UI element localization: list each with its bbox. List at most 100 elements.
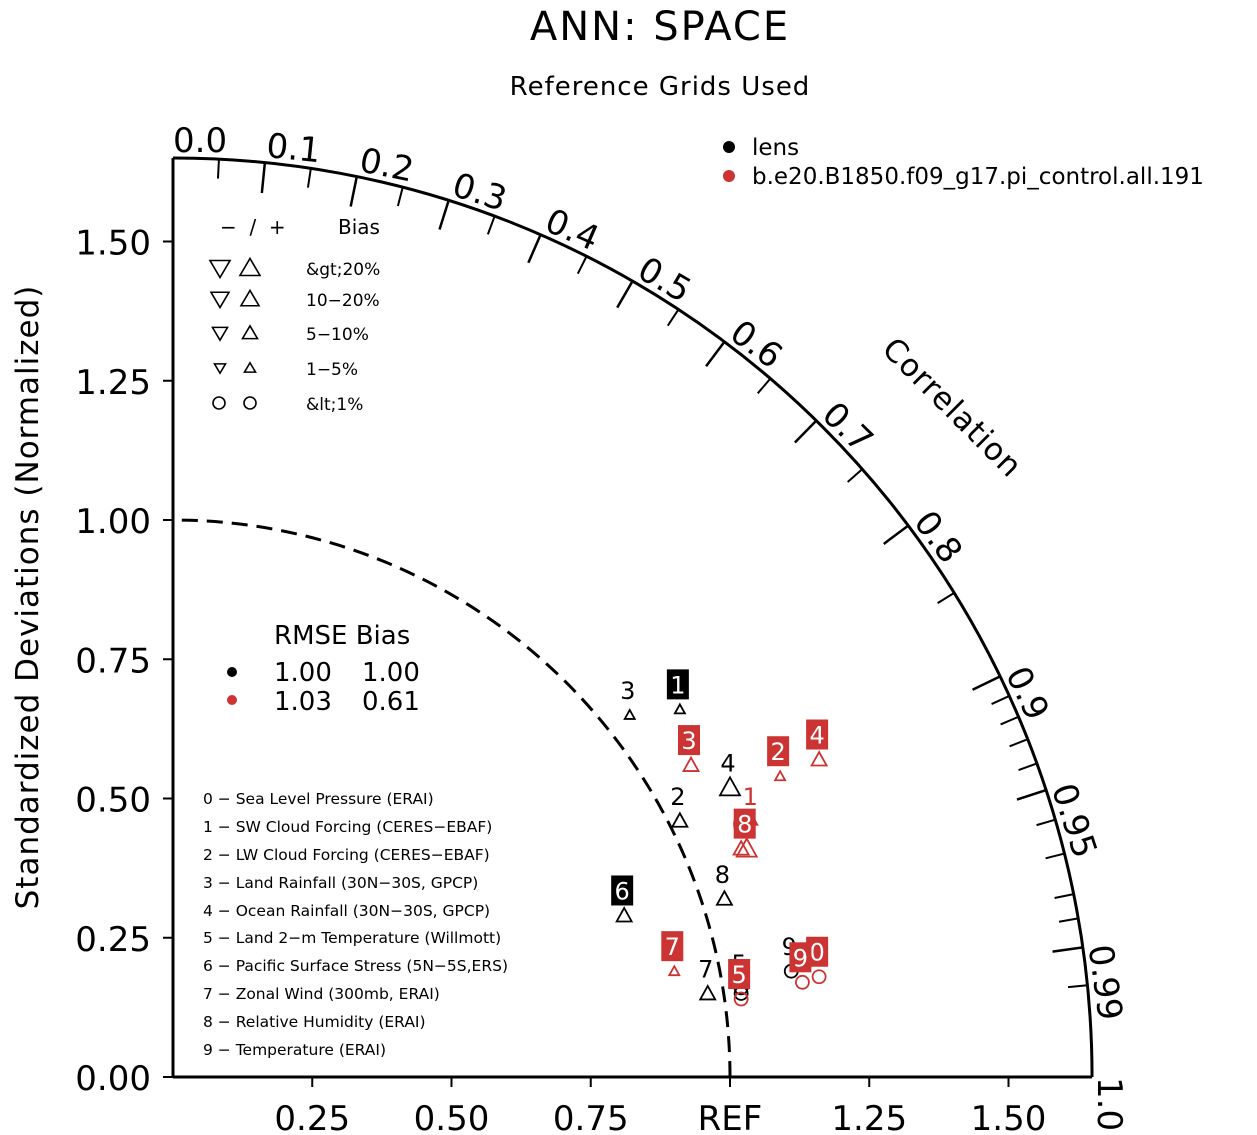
bias-circle-icon [212, 396, 226, 410]
correlation-tick-label: 0.2 [356, 141, 417, 191]
data-marker [795, 974, 810, 990]
data-label-box [666, 669, 689, 700]
x-tick-label: 0.25 [274, 1099, 350, 1135]
chart-subtitle: Reference Grids Used [510, 72, 811, 102]
correlation-major-tick [616, 280, 634, 309]
data-label-box [806, 936, 829, 967]
correlation-minor-tick [1018, 762, 1038, 772]
y-tick-label: 1.25 [75, 363, 151, 403]
data-label: 5 [731, 961, 746, 989]
correlation-major-tick [793, 419, 818, 444]
bias-row-label: &lt;1% [306, 395, 363, 415]
correlation-major-tick [260, 162, 267, 194]
data-label-box [661, 931, 684, 962]
data-label: 4 [720, 749, 735, 777]
data-label: 9 [793, 944, 808, 972]
y-tick-label: 0.50 [75, 781, 151, 821]
data-marker [615, 906, 634, 923]
legend-label-lens: lens [752, 135, 799, 161]
data-marker [698, 984, 717, 1001]
correlation-minor-tick [991, 695, 1010, 705]
y-tick-label: 0.25 [75, 920, 151, 960]
rmse-value-lens: 1.00 [274, 658, 332, 688]
variable-key-item: 6 − Pacific Surface Stress (5N−5S,ERS) [203, 957, 508, 975]
legend-marker-lens [723, 141, 735, 153]
data-marker [735, 836, 759, 858]
bias-value-lens: 1.00 [362, 658, 420, 688]
bias-circle-icon [243, 396, 257, 410]
legend-label-control: b.e20.B1850.f09_g17.pi_control.all.191 [752, 164, 1204, 190]
data-label: 1 [743, 783, 758, 811]
bias-down-triangle-icon [208, 259, 232, 280]
correlation-minor-tick [1000, 715, 1019, 726]
data-marker [810, 750, 829, 767]
correlation-minor-tick [306, 168, 312, 188]
correlation-minor-tick [666, 308, 680, 327]
data-label-box [767, 736, 790, 767]
variable-key-item: 4 − Ocean Rainfall (30N−30S, GPCP) [203, 902, 490, 920]
variable-key-item: 9 − Temperature (ERAI) [203, 1041, 386, 1059]
data-points: 01234567890123456789 [611, 669, 829, 1007]
correlation-tick-label: 0.6 [722, 312, 789, 376]
correlation-tick-label: 0.99 [1080, 942, 1130, 1023]
data-label: 8 [715, 861, 730, 889]
variable-key-item: 8 − Relative Humidity (ERAI) [203, 1013, 426, 1031]
y-tick-label: 1.00 [75, 502, 151, 542]
rmse-marker-lens [227, 667, 237, 677]
correlation-major-tick [705, 341, 726, 368]
correlation-major-tick [349, 176, 359, 207]
variable-key-item: 2 − LW Cloud Forcing (CERES−EBAF) [203, 846, 490, 864]
correlation-minor-tick [1058, 917, 1079, 923]
legend-marker-control [723, 170, 735, 182]
data-label-box [789, 942, 812, 973]
correlation-tick-label: 1.0 [1089, 1077, 1129, 1131]
data-label: 2 [770, 738, 785, 766]
data-marker [715, 889, 734, 906]
correlation-tick-label: 0.5 [631, 249, 698, 311]
data-label: 7 [665, 933, 680, 961]
rmse-table-header: RMSE Bias [274, 621, 410, 651]
correlation-minor-tick [576, 255, 588, 275]
bias-up-triangle-icon [241, 324, 259, 340]
series-legend: lens b.e20.B1850.f09_g17.pi_control.all.… [723, 135, 1204, 190]
correlation-tick-label: 0.0 [173, 121, 227, 161]
correlation-minor-tick [1054, 893, 1074, 899]
correlation-minor-tick [1009, 738, 1029, 748]
correlation-minor-tick [756, 377, 772, 395]
correlation-minor-tick [847, 468, 863, 483]
data-label-box [733, 808, 756, 839]
correlation-tick-label: 0.4 [539, 201, 605, 259]
data-label: 6 [615, 877, 630, 905]
data-label: 7 [698, 955, 713, 983]
data-marker [811, 969, 827, 985]
correlation-tick-label: 0.8 [906, 504, 970, 571]
correlation-minor-tick [1067, 984, 1088, 989]
x-tick-label: 0.75 [553, 1099, 629, 1135]
y-tick-label: 0.00 [75, 1059, 151, 1099]
data-label-box [806, 719, 829, 750]
correlation-minor-tick [1036, 818, 1056, 827]
variable-key-item: 7 − Zonal Wind (300mb, ERAI) [203, 985, 440, 1003]
correlation-minor-tick [1045, 852, 1065, 860]
data-marker [667, 964, 681, 977]
bias-up-triangle-icon [239, 288, 261, 307]
data-marker [732, 839, 751, 856]
correlation-tick-label: 0.1 [265, 126, 323, 171]
variable-key-item: 5 − Land 2−m Temperature (Willmott) [203, 929, 501, 947]
data-marker [673, 702, 687, 715]
bias-row-label: &gt;20% [306, 260, 380, 280]
bias-row-label: 1−5% [306, 360, 358, 380]
bias-row-label: 10−20% [306, 291, 380, 311]
data-marker [681, 755, 701, 772]
correlation-label: Correlation [875, 331, 1029, 485]
bias-legend-sign: − / + [220, 215, 286, 239]
y-tick-label: 0.75 [75, 641, 151, 681]
bias-value-control: 0.61 [362, 687, 420, 717]
data-marker [670, 811, 689, 828]
variable-key-item: 1 − SW Cloud Forcing (CERES−EBAF) [203, 818, 492, 836]
correlation-major-tick [882, 524, 909, 545]
bias-legend-title: Bias [338, 215, 380, 239]
chart-title: ANN: SPACE [530, 4, 790, 50]
data-marker [718, 775, 742, 797]
